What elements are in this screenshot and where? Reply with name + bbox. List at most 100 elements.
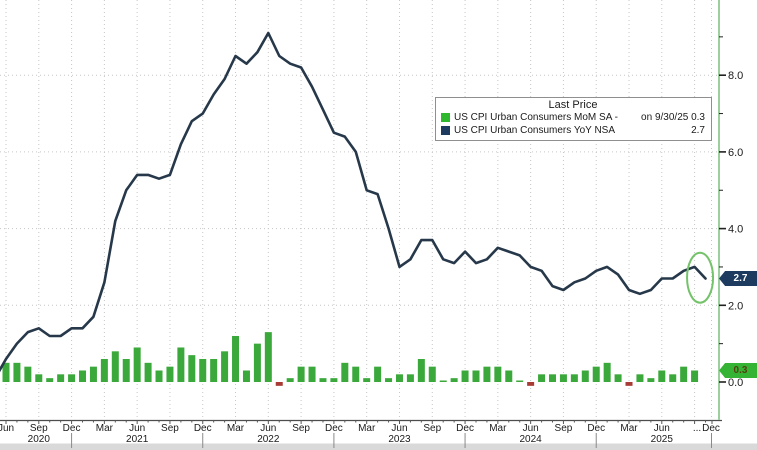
x-axis-label: Jun [523, 423, 539, 434]
mom-bar [46, 378, 54, 382]
x-axis-label: Mar [620, 423, 638, 434]
mom-bar [549, 374, 556, 382]
yoy-line [0, 31, 707, 373]
mom-bar [155, 370, 163, 382]
x-axis-label-ellipsis: ... [693, 423, 701, 434]
mom-bar [275, 382, 283, 386]
mom-series-swatch-icon [441, 113, 450, 122]
legend-row-yoy: US CPI Urban Consumers YoY NSA 2.7 [441, 124, 705, 137]
x-axis-label: Mar [96, 423, 114, 434]
y-axis-label: 2.0 [728, 300, 743, 312]
mom-bar [691, 370, 699, 382]
mom-bar [581, 370, 589, 382]
legend-title: Last Price [548, 99, 598, 111]
highlight-ellipse-annotation [686, 251, 715, 304]
mom-bar [2, 362, 10, 382]
mom-bar [614, 374, 622, 382]
mom-bar [680, 366, 688, 382]
mom-bar [417, 358, 425, 382]
mom-bar [100, 358, 108, 382]
mom-bar [199, 358, 207, 382]
y-axis-label: 6.0 [728, 147, 743, 159]
x-axis-label: Sep [292, 423, 310, 434]
x-axis-label: Jun [391, 423, 407, 434]
mom-bar [286, 378, 294, 382]
mom-bar [428, 366, 436, 382]
mom-bar [625, 382, 633, 386]
mom-bar [264, 332, 272, 382]
mom-bar [603, 362, 611, 382]
mom-bar [79, 370, 87, 382]
mom-bar [559, 374, 567, 382]
mom-bar [570, 374, 578, 382]
mom-bar [636, 374, 644, 382]
yoy-series-swatch-icon [441, 126, 450, 135]
mom-last-price-badge: 0.3 [719, 362, 757, 378]
x-axis-label: Dec [325, 423, 343, 434]
mom-bar [439, 380, 447, 382]
year-label: 2024 [520, 434, 543, 445]
legend-row-mom: US CPI Urban Consumers MoM SA - on 9/30/… [441, 111, 705, 124]
mom-bar [177, 347, 185, 382]
mom-bar [89, 366, 97, 382]
mom-bar [57, 374, 65, 382]
year-label: 2022 [257, 434, 280, 445]
year-label: 2025 [651, 434, 674, 445]
mom-bar [242, 370, 250, 382]
mom-bar [210, 358, 218, 382]
mom-bar [319, 378, 327, 382]
mom-bar [122, 358, 130, 382]
mom-bar [341, 362, 349, 382]
mom-bar [374, 366, 382, 382]
mom-bar [308, 366, 316, 382]
mom-bar [297, 366, 305, 382]
mom-bar [472, 370, 480, 382]
mom-bar [406, 374, 414, 382]
mom-bar [538, 374, 546, 382]
mom-bar [494, 366, 502, 382]
mom-bar [385, 378, 393, 382]
x-axis-label: Jun [0, 423, 14, 434]
mom-bar [395, 374, 403, 382]
mom-bar [68, 374, 76, 382]
legend-value-yoy: 2.7 [691, 125, 705, 136]
mom-bar [658, 370, 666, 382]
mom-bar [221, 351, 229, 382]
x-axis-label: Sep [30, 423, 48, 434]
mom-bar [450, 378, 458, 382]
x-axis-label: Mar [227, 423, 245, 434]
mom-bar [363, 378, 371, 382]
mom-bar [133, 347, 141, 382]
x-axis-label: Sep [423, 423, 441, 434]
mom-bar [253, 343, 261, 382]
x-axis-label: Jun [129, 423, 145, 434]
year-label: 2023 [388, 434, 411, 445]
x-axis-label: Dec [702, 423, 720, 434]
mom-bar [527, 382, 535, 386]
mom-bar [505, 370, 513, 382]
yoy-last-price-badge: 2.7 [719, 270, 757, 286]
mom-bar [461, 370, 469, 382]
legend-value-mom: on 9/30/25 0.3 [641, 112, 705, 123]
legend-label-mom: US CPI Urban Consumers MoM SA - [454, 112, 618, 123]
legend-box: Last Price US CPI Urban Consumers MoM SA… [435, 97, 712, 141]
mom-bar [647, 378, 655, 382]
x-axis-label: Mar [489, 423, 507, 434]
x-axis-label: Mar [358, 423, 376, 434]
x-axis-label: Dec [63, 423, 81, 434]
bottom-strip [0, 443, 757, 450]
mom-bar [352, 366, 360, 382]
mom-bar [232, 335, 240, 382]
mom-bar [35, 374, 43, 382]
mom-bar [483, 366, 491, 382]
mom-bar [111, 351, 119, 382]
mom-bar [166, 366, 174, 382]
x-axis-label: Dec [456, 423, 474, 434]
mom-bar [24, 366, 32, 382]
legend-label-yoy: US CPI Urban Consumers YoY NSA [454, 125, 616, 136]
year-label: 2020 [28, 434, 51, 445]
mom-bar [516, 380, 524, 382]
mom-bar [144, 362, 152, 382]
mom-bar [592, 366, 600, 382]
